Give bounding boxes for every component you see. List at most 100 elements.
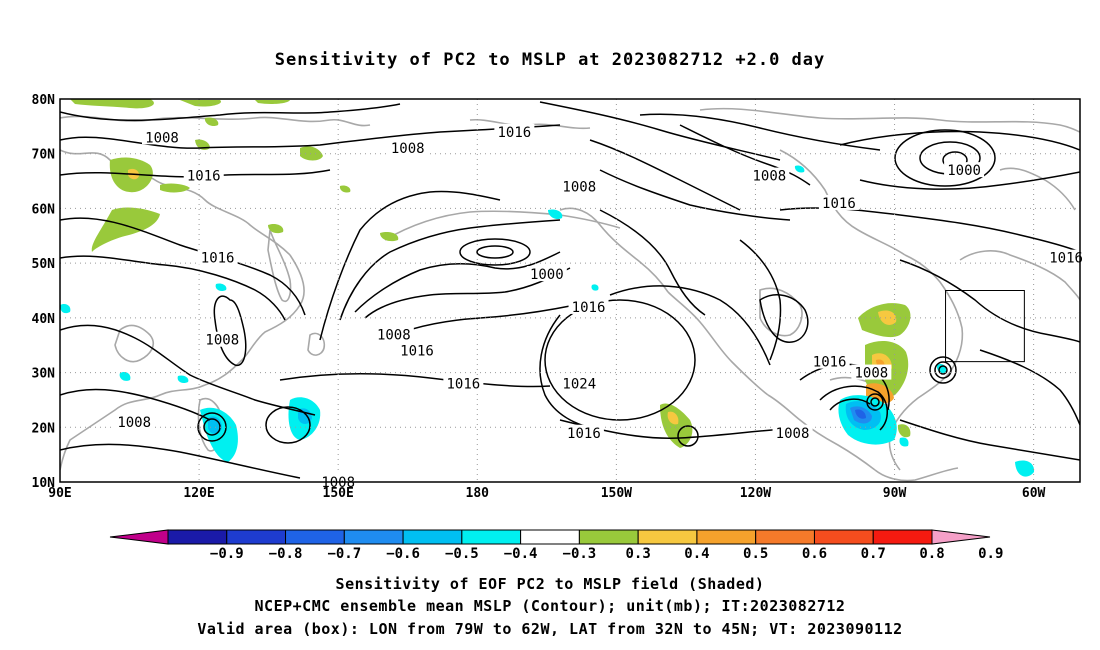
colorbar-swatch — [696, 529, 757, 545]
contour-label-bg — [749, 167, 790, 183]
contour-label-bg — [387, 140, 428, 156]
coastlines — [60, 107, 1080, 482]
contour-label: 1016 — [201, 251, 235, 267]
contour-label: 1008 — [776, 426, 810, 442]
contour-label-bg — [526, 266, 567, 282]
colorbar-label: −0.9 — [210, 546, 244, 562]
colorbar-swatch — [578, 529, 639, 545]
colorbar-label: −0.6 — [386, 546, 420, 562]
colorbar-swatch — [520, 529, 580, 545]
sensitivity-shading — [60, 99, 1035, 477]
contour-label-bg — [809, 353, 850, 369]
colorbar — [109, 529, 991, 545]
lat-label: 10N — [32, 476, 56, 491]
colorbar-swatch — [755, 529, 815, 545]
contour-label-bg — [443, 375, 484, 391]
colorbar-label: 0.6 — [802, 546, 827, 562]
contour-label: 1000 — [947, 163, 981, 179]
lon-label: 150E — [323, 486, 354, 501]
colorbar-label: −0.7 — [327, 546, 361, 562]
colorbar-swatch — [637, 529, 698, 545]
contour-label-bg — [142, 129, 182, 145]
contour-label: 1008 — [117, 415, 151, 431]
contour-label: 1008 — [321, 475, 355, 491]
map-title: Sensitivity of PC2 to MSLP at 2023082712… — [274, 50, 826, 70]
colorbar-arrow-high — [931, 529, 991, 545]
lon-label: 120E — [183, 486, 214, 501]
lat-label: 40N — [32, 312, 56, 327]
contour-label: 1016 — [822, 196, 856, 212]
contour-label: 1016 — [572, 300, 606, 316]
colorbar-swatch — [167, 529, 228, 545]
caption-line-2: NCEP+CMC ensemble mean MSLP (Contour); u… — [254, 597, 846, 615]
caption-line-3: Valid area (box): LON from 79W to 62W, L… — [197, 620, 903, 638]
contour-label-bg — [944, 162, 985, 178]
contour-label: 1000 — [530, 267, 564, 283]
contour-labels: 1008 1008 1016 1008 1000 1016 1008 1016 1016 1000… — [114, 123, 1087, 491]
colorbar-label: 0.8 — [919, 546, 944, 562]
colorbar-label: 0.9 — [978, 546, 1003, 562]
colorbar-swatch — [285, 529, 345, 545]
contour-label: 1016 — [187, 169, 221, 185]
contour-label-bg — [183, 167, 224, 183]
contour-label-bg — [494, 123, 535, 139]
lon-label: 150W — [601, 486, 632, 501]
lat-label: 20N — [32, 421, 56, 436]
mslp-contours — [60, 101, 1080, 479]
contour-label: 1024 — [562, 377, 596, 393]
contour-label-bg — [772, 424, 813, 440]
colorbar-swatch — [461, 529, 522, 545]
contour-label: 1008 — [205, 333, 239, 349]
contour-label: 1008 — [753, 169, 787, 185]
colorbar-label: 0.5 — [743, 546, 768, 562]
contour-label-bg — [568, 298, 609, 314]
valid-area-box — [945, 290, 1025, 363]
colorbar-label: 0.4 — [684, 546, 709, 562]
colorbar-swatch — [813, 529, 874, 545]
contour-label: 1016 — [1049, 251, 1083, 267]
colorbar-swatch — [226, 529, 287, 545]
contour-label: 1016 — [498, 125, 532, 141]
colorbar-labels: −0.9 −0.8 −0.7 −0.6 −0.5 −0.4 −0.3 0.3 0.4 0.5 0.6… — [210, 546, 1004, 562]
lat-label: 50N — [32, 257, 56, 272]
contour-label-bg — [114, 413, 155, 429]
contour-label: 1008 — [377, 327, 411, 343]
lat-label: 80N — [32, 93, 56, 108]
contour-label: 1008 — [562, 180, 596, 196]
lon-label: 180 — [466, 486, 490, 501]
contour-label-bg — [559, 178, 600, 194]
lon-label: 60W — [1022, 486, 1046, 501]
colorbar-label: −0.4 — [504, 546, 538, 562]
colorbar-swatch — [402, 529, 463, 545]
contour-label: 1016 — [813, 355, 847, 371]
lat-label: 30N — [32, 367, 56, 382]
contour-label: 1008 — [855, 366, 889, 382]
contour-label-bg — [397, 342, 437, 358]
contour-label: 1016 — [447, 377, 481, 393]
colorbar-label: 0.7 — [861, 546, 886, 562]
map-frame — [59, 98, 1081, 483]
contour-label-bg — [563, 424, 604, 440]
contour-label: 1008 — [145, 130, 179, 146]
lon-label: 120W — [740, 486, 771, 501]
colorbar-label: −0.8 — [269, 546, 303, 562]
caption-line-1: Sensitivity of EOF PC2 to MSLP field (Sh… — [335, 575, 765, 593]
contour-label-bg — [373, 326, 414, 342]
lat-label: 70N — [32, 148, 56, 163]
contour-label: 1008 — [391, 141, 425, 157]
colorbar-swatch — [343, 529, 404, 545]
lon-label: 90E — [48, 486, 71, 501]
contour-label-bg — [1046, 249, 1087, 265]
colorbar-label: −0.3 — [563, 546, 597, 562]
contour-label-bg — [851, 364, 892, 380]
contour-label-bg — [818, 194, 859, 210]
colorbar-label: −0.5 — [445, 546, 479, 562]
contour-label-bg — [202, 331, 243, 347]
contour-label-bg — [197, 249, 238, 265]
colorbar-swatch — [872, 529, 933, 545]
contour-label-bg — [559, 375, 600, 391]
colorbar-arrow-low — [109, 529, 169, 545]
lon-label: 90W — [883, 486, 907, 501]
longitude-labels: 90E 120E 150E 180 150W 120W 90W 60W — [48, 486, 1045, 501]
